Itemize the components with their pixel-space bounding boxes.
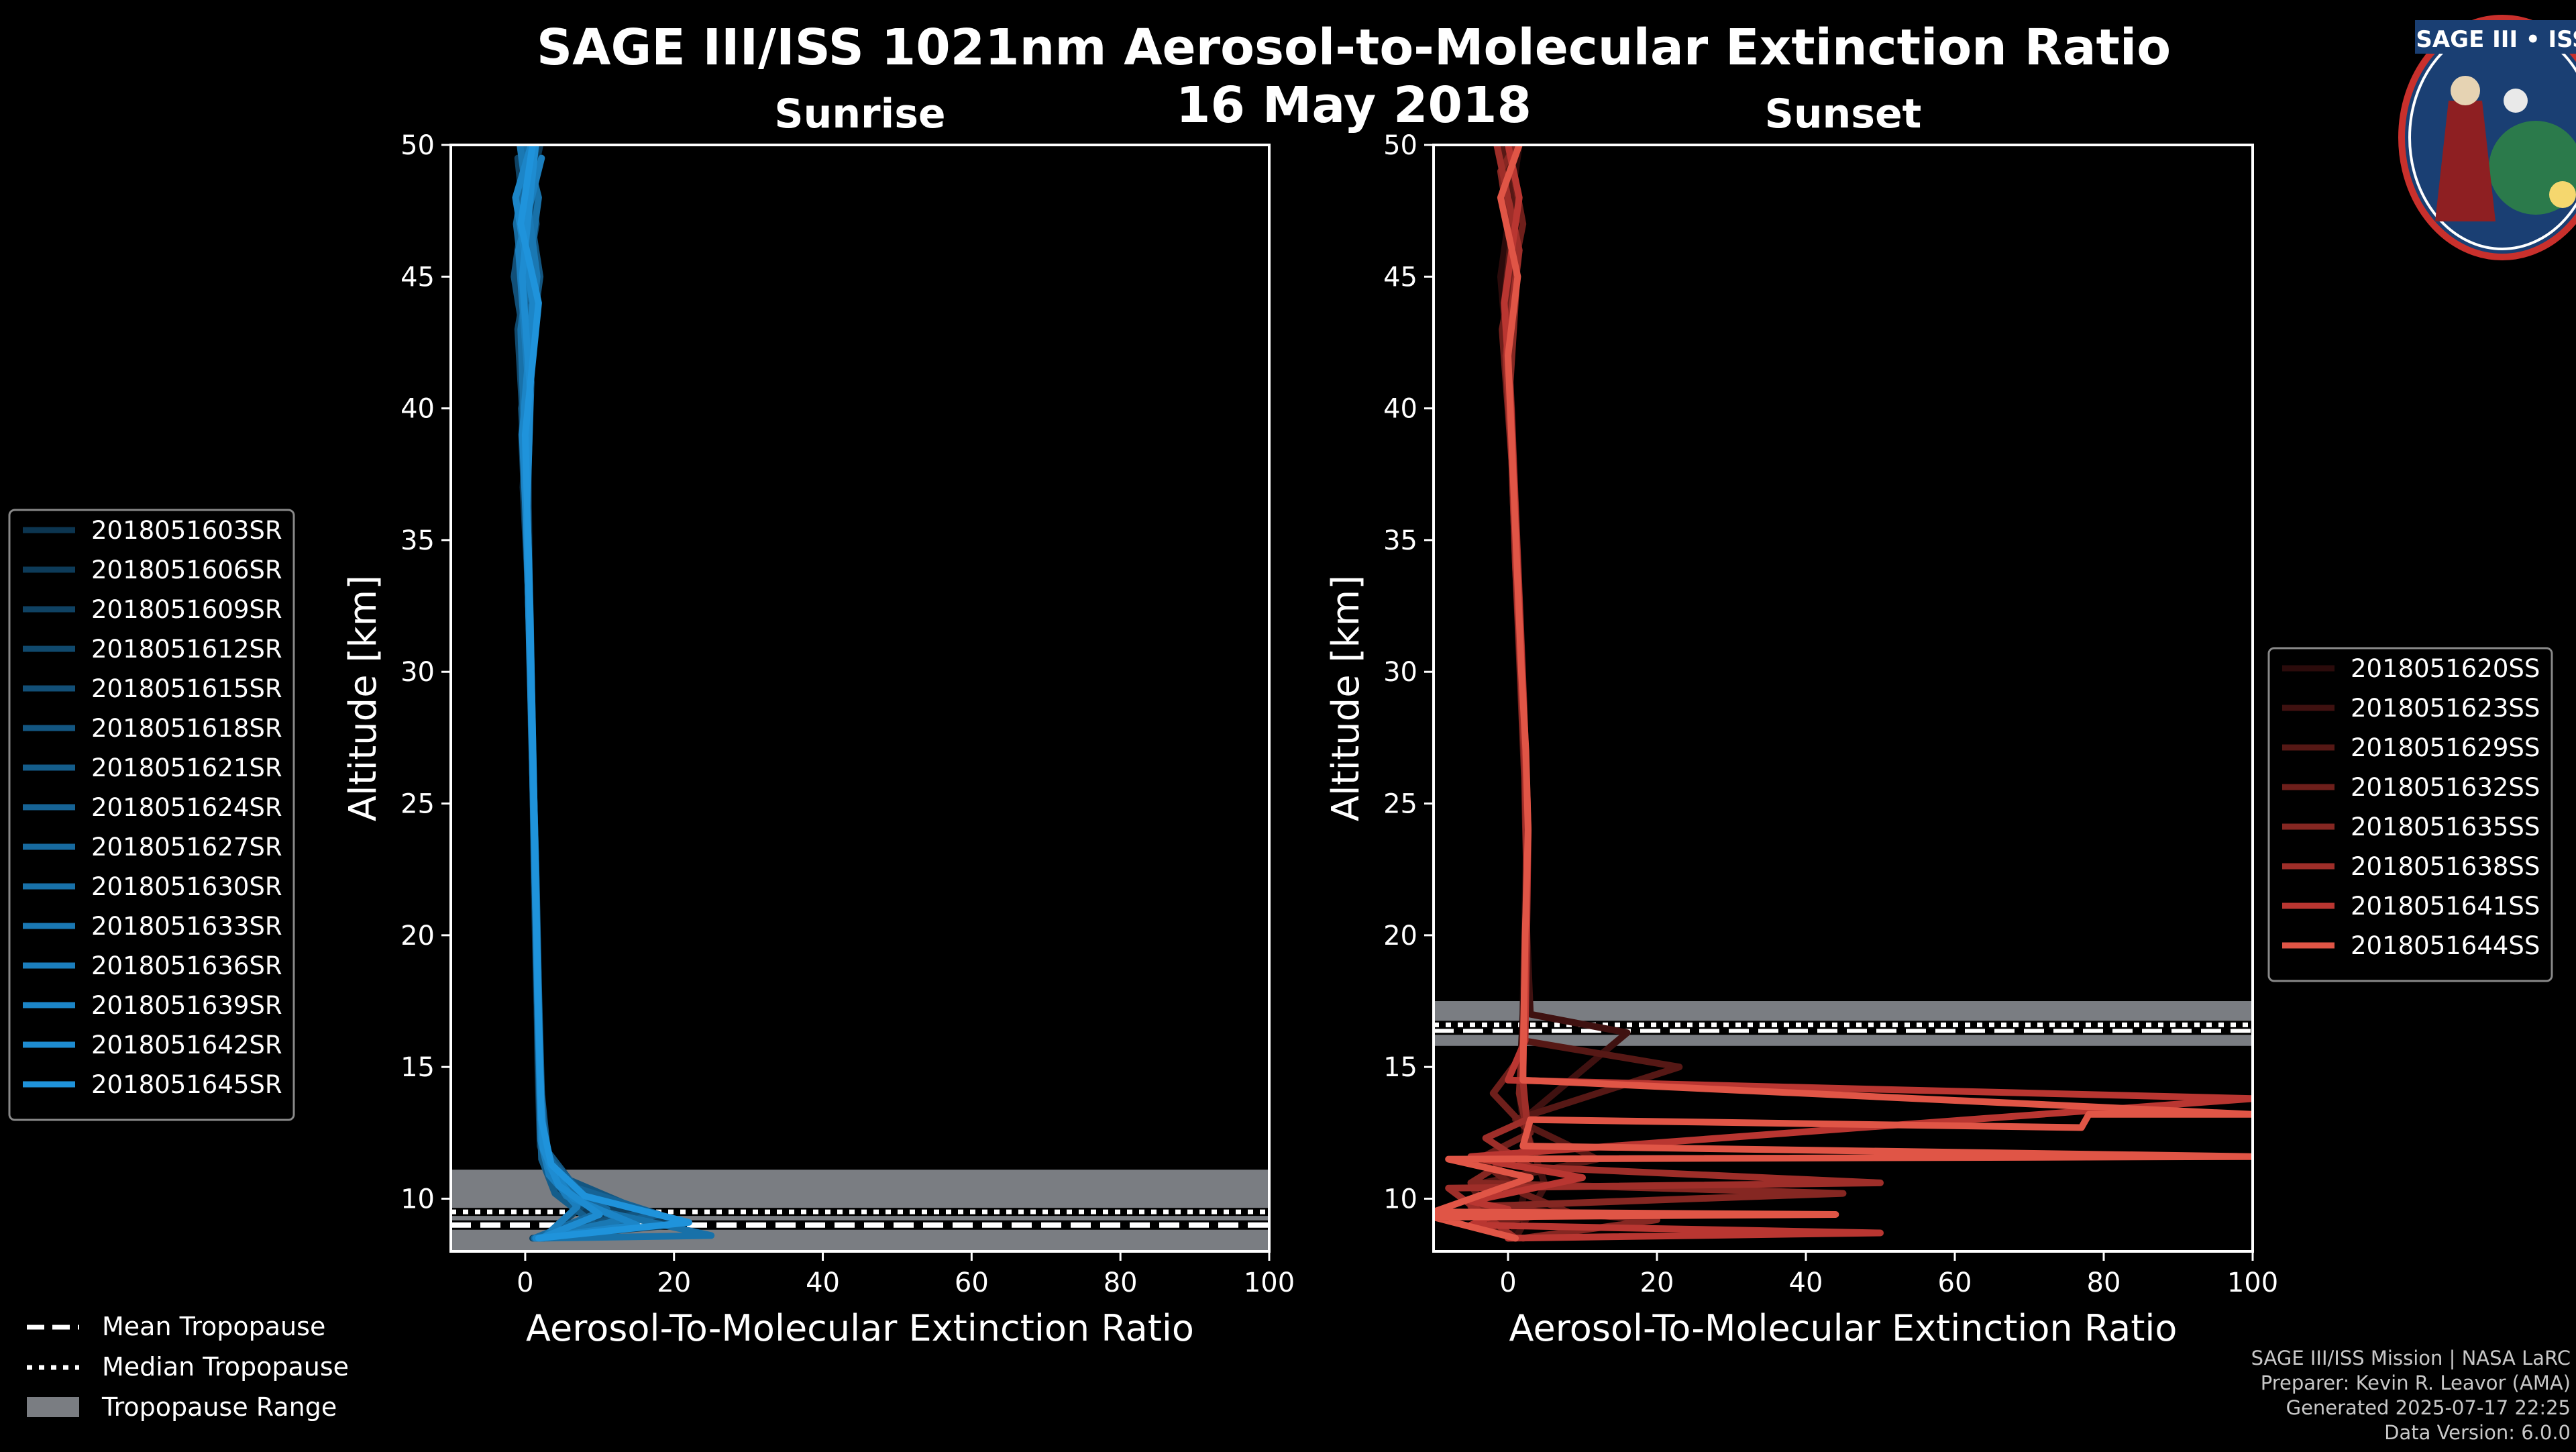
y-tick-label: 45	[1383, 262, 1417, 293]
y-tick-label: 35	[1383, 525, 1417, 556]
sun-icon	[2549, 181, 2576, 208]
y-tick-label: 10	[400, 1184, 435, 1214]
legend-entry-2018051630SR: 2018051630SR	[91, 872, 282, 901]
y-tick-label: 40	[1383, 394, 1417, 425]
figure-title: SAGE III/ISS 1021nm Aerosol-to-Molecular…	[537, 19, 2171, 76]
legend-entry-2018051635SS: 2018051635SS	[2351, 813, 2540, 841]
sunset-ylabel: Altitude [km]	[1324, 575, 1368, 821]
legend-entry-2018051620SS: 2018051620SS	[2351, 654, 2540, 683]
legend-entry-2018051618SR: 2018051618SR	[91, 714, 282, 743]
y-tick-label: 40	[400, 394, 435, 425]
x-tick-label: 80	[1104, 1267, 1138, 1298]
legend-sunset: 2018051620SS 2018051623SS 2018051629SS 2018…	[2267, 647, 2553, 982]
tropopause-range-label: Tropopause Range	[101, 1392, 337, 1422]
legend-entry-2018051612SR: 2018051612SR	[91, 635, 282, 664]
sunset-xlabel: Aerosol-To-Molecular Extinction Ratio	[1509, 1307, 2178, 1349]
legend-entry-2018051615SR: 2018051615SR	[91, 674, 282, 703]
legend-entry-2018051644SS: 2018051644SS	[2351, 931, 2540, 960]
legend-entry-2018051606SR: 2018051606SR	[91, 556, 282, 584]
tropopause-range-swatch	[27, 1397, 79, 1417]
sunrise-plot: 0 20 40 60 80 100 10 15 20 25 30 35 40 45 50 Sunrise Aer…	[341, 91, 1295, 1349]
legend-entry-2018051621SR: 2018051621SR	[91, 754, 282, 782]
series-2018051645SR	[517, 145, 692, 1242]
legend-entry-2018051636SR: 2018051636SR	[91, 951, 282, 980]
y-tick-label: 25	[400, 789, 435, 820]
x-tick-label: 60	[955, 1267, 989, 1298]
logo-text: SAGE III • ISS	[2416, 26, 2576, 53]
x-tick-label: 40	[806, 1267, 840, 1298]
footer-mission: SAGE III/ISS Mission | NASA LaRC	[2251, 1347, 2571, 1369]
y-tick-label: 30	[1383, 657, 1417, 688]
sunrise-title: Sunrise	[774, 91, 945, 138]
y-tick-label: 30	[400, 657, 435, 688]
y-tick-label: 15	[400, 1052, 435, 1083]
y-tick-label: 15	[1383, 1052, 1417, 1083]
legend-entry-2018051633SR: 2018051633SR	[91, 912, 282, 941]
legend-box	[2267, 647, 2553, 982]
legend-entry-2018051632SS: 2018051632SS	[2351, 773, 2540, 802]
x-tick-label: 100	[2227, 1267, 2278, 1298]
x-tick-label: 40	[1789, 1267, 1823, 1298]
x-tick-label: 100	[1244, 1267, 1295, 1298]
y-tick-label: 45	[400, 262, 435, 293]
x-tick-label: 0	[517, 1267, 533, 1298]
sunset-axes-frame	[1432, 144, 2254, 1253]
legend-entry-2018051627SR: 2018051627SR	[91, 833, 282, 862]
y-tick-label: 20	[400, 921, 435, 951]
tropopause-legend: Mean Tropopause Median Tropopause Tropop…	[27, 1312, 349, 1422]
sunset-plot: 0 20 40 60 80 100 10 15 20 25 30 35 40 45 50 Sunset Aero…	[1324, 91, 2278, 1349]
footer-preparer: Preparer: Kevin R. Leavor (AMA)	[2260, 1371, 2571, 1394]
legend-box	[8, 509, 295, 1121]
series-2018051644SS	[1434, 145, 2253, 1242]
footer-generated: Generated 2025-07-17 22:25	[2286, 1396, 2571, 1419]
legend-entry-2018051638SS: 2018051638SS	[2351, 852, 2540, 881]
y-tick-label: 50	[1383, 130, 1417, 161]
footer: SAGE III/ISS Mission | NASA LaRC Prepare…	[2251, 1346, 2571, 1445]
x-tick-label: 20	[657, 1267, 691, 1298]
legend-entry-2018051623SS: 2018051623SS	[2351, 694, 2540, 723]
x-tick-label: 60	[1938, 1267, 1972, 1298]
sunrise-ylabel: Altitude [km]	[341, 575, 385, 821]
legend-entry-2018051603SR: 2018051603SR	[91, 516, 282, 545]
y-tick-label: 10	[1383, 1184, 1417, 1214]
footer-version: Data Version: 6.0.0	[2384, 1421, 2571, 1444]
sunrise-xlabel: Aerosol-To-Molecular Extinction Ratio	[526, 1307, 1194, 1349]
x-tick-label: 20	[1640, 1267, 1674, 1298]
legend-entry-2018051609SR: 2018051609SR	[91, 595, 282, 624]
y-tick-label: 25	[1383, 789, 1417, 820]
median-tropopause-label: Median Tropopause	[102, 1352, 349, 1382]
legend-entry-2018051645SR: 2018051645SR	[91, 1070, 282, 1099]
y-tick-label: 35	[400, 525, 435, 556]
moon-icon	[2504, 89, 2528, 113]
plots: 0 20 40 60 80 100101520253035404550SunriseAer…	[341, 91, 2278, 1349]
legend-entry-2018051641SS: 2018051641SS	[2351, 892, 2540, 921]
legend-sunrise: 2018051603SR 2018051606SR 2018051609SR 2018…	[8, 509, 295, 1121]
wizard-icon	[2435, 101, 2496, 221]
legend-entry-2018051624SR: 2018051624SR	[91, 793, 282, 822]
y-tick-label: 20	[1383, 921, 1417, 951]
y-tick-label: 50	[400, 130, 435, 161]
x-tick-label: 0	[1499, 1267, 1516, 1298]
sunset-title: Sunset	[1765, 91, 1922, 138]
sage-logo: SAGE III • ISS	[2398, 15, 2576, 260]
x-tick-label: 80	[2087, 1267, 2121, 1298]
figure-date: 16 May 2018	[1176, 76, 1532, 134]
legend-entry-2018051642SR: 2018051642SR	[91, 1031, 282, 1059]
mean-tropopause-label: Mean Tropopause	[102, 1312, 325, 1341]
legend-entry-2018051639SR: 2018051639SR	[91, 991, 282, 1020]
legend-entry-2018051629SS: 2018051629SS	[2351, 733, 2540, 762]
sunrise-axes-frame	[449, 144, 1271, 1253]
